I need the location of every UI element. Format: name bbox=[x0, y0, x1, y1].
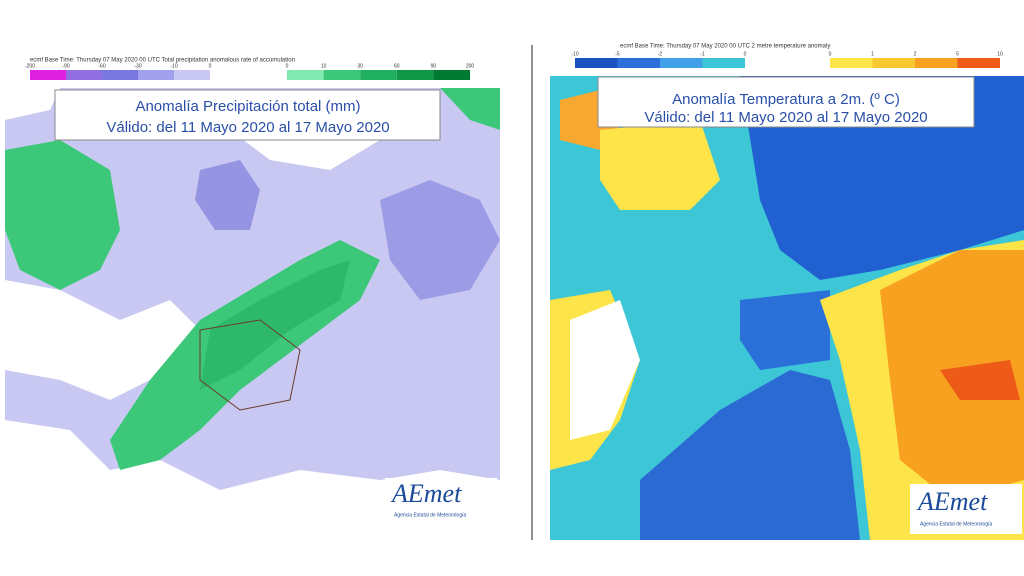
legend-label: 90 bbox=[431, 63, 437, 69]
legend-swatch bbox=[433, 70, 470, 80]
legend-label: 0 bbox=[209, 63, 212, 69]
legend-swatch bbox=[957, 58, 1000, 68]
precip-map bbox=[5, 88, 500, 527]
map-subtitle: Válido: del 11 Mayo 2020 al 17 Mayo 2020 bbox=[106, 119, 389, 136]
logo-box bbox=[910, 484, 1022, 534]
map-subtitle: Válido: del 11 Mayo 2020 al 17 Mayo 2020 bbox=[644, 109, 927, 126]
legend-label: 30 bbox=[357, 63, 363, 69]
map-title: Anomalía Temperatura a 2m. (º C) bbox=[672, 91, 900, 108]
legend-label: 60 bbox=[394, 63, 400, 69]
legend: -10 -5 -2 -1 0 0 1 2 5 10 bbox=[571, 51, 1003, 68]
legend-label: -2 bbox=[658, 51, 663, 57]
logo-caption: Agencia Estatal de Meteorología bbox=[394, 512, 466, 518]
legend-label: -200 bbox=[25, 63, 35, 69]
legend-label: -5 bbox=[615, 51, 620, 57]
legend-label: 10 bbox=[321, 63, 327, 69]
legend-label: 5 bbox=[956, 51, 959, 57]
legend-swatch bbox=[138, 70, 174, 80]
legend-label: 2 bbox=[914, 51, 917, 57]
legend-swatch bbox=[396, 70, 434, 80]
logo-box bbox=[385, 478, 497, 524]
legend-swatch bbox=[830, 58, 873, 68]
legend-swatch bbox=[872, 58, 915, 68]
map-header: ecmf Base Time: Thursday 07 May 2020 00 … bbox=[30, 58, 295, 64]
map-title: Anomalía Precipitación total (mm) bbox=[135, 98, 360, 115]
title-box bbox=[597, 76, 975, 128]
legend-swatch bbox=[915, 58, 958, 68]
legend-label: -10 bbox=[170, 63, 177, 69]
legend-label: -1 bbox=[700, 51, 705, 57]
legend-swatch bbox=[30, 70, 66, 80]
legend-label: 0 bbox=[744, 51, 747, 57]
map-header: ecmf Base Time: Thursday 07 May 2020 00 … bbox=[620, 44, 830, 50]
legend-swatch bbox=[575, 58, 618, 68]
legend-swatch bbox=[66, 70, 102, 80]
legend-swatch bbox=[102, 70, 138, 80]
legend-label: -30 bbox=[134, 63, 141, 69]
legend-label: 0 bbox=[286, 63, 289, 69]
legend-swatch bbox=[702, 58, 745, 68]
legend: -200 -90 -60 -30 -10 0 0 10 30 60 90 200 bbox=[25, 63, 474, 80]
legend-label: -90 bbox=[62, 63, 69, 69]
legend-label: -10 bbox=[571, 51, 578, 57]
legend-label: -60 bbox=[98, 63, 105, 69]
legend-label: 200 bbox=[466, 63, 475, 69]
temperature-map bbox=[550, 76, 1024, 540]
legend-swatch bbox=[174, 70, 210, 80]
legend-label: 10 bbox=[997, 51, 1003, 57]
logo-caption: Agencia Estatal de Meteorología bbox=[920, 521, 992, 527]
title-box bbox=[54, 89, 441, 141]
legend-swatch bbox=[287, 70, 324, 80]
legend-label: 1 bbox=[871, 51, 874, 57]
legend-swatch bbox=[660, 58, 703, 68]
logo: AEmet bbox=[390, 479, 462, 508]
legend-swatch bbox=[617, 58, 660, 68]
legend-swatch bbox=[360, 70, 397, 80]
logo: AEmet bbox=[916, 487, 988, 516]
legend-swatch bbox=[323, 70, 361, 80]
legend-label: 0 bbox=[829, 51, 832, 57]
